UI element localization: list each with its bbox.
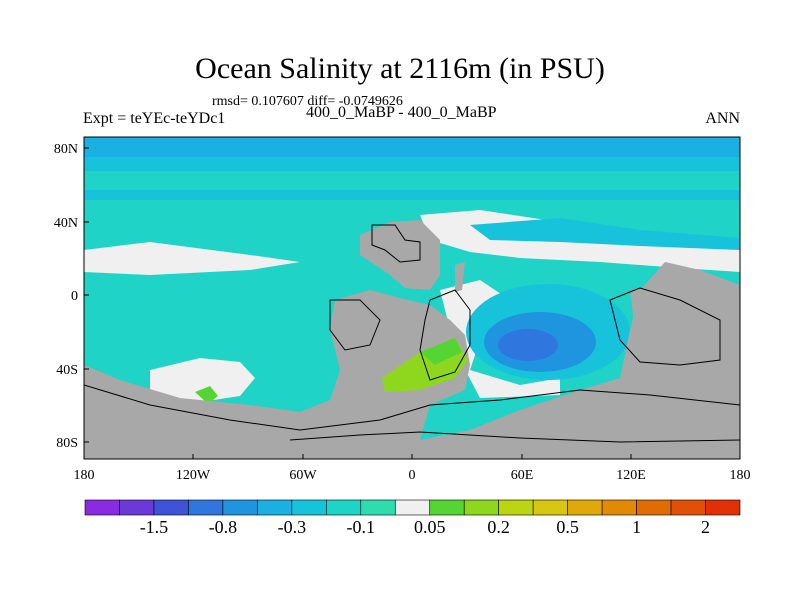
colorbar-swatch bbox=[705, 499, 741, 516]
colorbar-swatch bbox=[636, 499, 672, 516]
colorbar-swatch bbox=[153, 499, 189, 516]
plot-title: Ocean Salinity at 2116m (in PSU) bbox=[195, 52, 605, 85]
arctic-band bbox=[84, 137, 740, 157]
map-field bbox=[84, 137, 740, 459]
colorbar-swatch bbox=[463, 499, 499, 516]
colorbar-swatch bbox=[119, 499, 155, 516]
lon-label: 0 bbox=[409, 468, 416, 483]
mid-lat-band bbox=[84, 190, 740, 200]
lat-label: 80S bbox=[56, 436, 78, 451]
season-label: ANN bbox=[705, 110, 740, 127]
lon-label: 180 bbox=[74, 468, 95, 483]
high-lat-band bbox=[84, 157, 740, 171]
colorbar-swatch bbox=[188, 499, 224, 516]
lat-label: 40S bbox=[56, 363, 78, 378]
colorbar-swatch bbox=[567, 499, 603, 516]
lon-label: 60E bbox=[511, 468, 534, 483]
colorbar-swatch bbox=[84, 499, 120, 516]
colorbar-swatch bbox=[222, 499, 258, 516]
lon-label: 120E bbox=[616, 468, 646, 483]
green-patch-south bbox=[195, 386, 218, 404]
colorbar-swatch bbox=[601, 499, 637, 516]
colorbar-label: 0.5 bbox=[556, 517, 579, 537]
colorbar-label: -1.5 bbox=[139, 517, 169, 537]
colorbar-label: 0.2 bbox=[487, 517, 510, 537]
colorbar-swatch bbox=[498, 499, 534, 516]
colorbar bbox=[84, 499, 741, 516]
lat-label: 40N bbox=[54, 216, 78, 231]
longitude-axis: 180 120W 60W 0 60E 120E 180 bbox=[74, 454, 751, 483]
blue-strip-north bbox=[470, 218, 740, 250]
period-label: 400_0_MaBP - 400_0_MaBP bbox=[306, 104, 497, 121]
colorbar-swatch bbox=[429, 499, 465, 516]
colorbar-swatch bbox=[257, 499, 293, 516]
colorbar-swatch bbox=[291, 499, 327, 516]
positive-core bbox=[420, 338, 462, 365]
colorbar-swatch bbox=[394, 499, 431, 516]
colorbar-label: -0.1 bbox=[346, 517, 376, 537]
white-patch-west bbox=[84, 242, 300, 275]
lon-label: 180 bbox=[730, 468, 751, 483]
colorbar-swatch bbox=[326, 499, 362, 516]
indian-negative-3 bbox=[498, 329, 558, 361]
lon-label: 120W bbox=[176, 468, 211, 483]
lat-label: 80N bbox=[54, 142, 78, 157]
white-patch-south bbox=[150, 358, 255, 402]
colorbar-label: -0.8 bbox=[208, 517, 238, 537]
coastlines bbox=[84, 224, 740, 443]
colorbar-label: -0.3 bbox=[277, 517, 307, 537]
latitude-axis: 80N 40N 0 40S 80S bbox=[54, 142, 89, 451]
colorbar-label: 0.05 bbox=[413, 517, 446, 537]
colorbar-label: 2 bbox=[701, 517, 711, 537]
lon-label: 60W bbox=[289, 468, 317, 483]
colorbar-swatch bbox=[670, 499, 706, 516]
colorbar-label: 1 bbox=[632, 517, 642, 537]
colorbar-swatch bbox=[532, 499, 568, 516]
lat-label: 0 bbox=[71, 289, 78, 304]
rmsd-diff-stats: rmsd= 0.107607 diff= -0.0749626 bbox=[212, 94, 403, 109]
experiment-label: Expt = teYEc-teYDc1 bbox=[83, 110, 226, 127]
colorbar-swatch bbox=[360, 499, 396, 516]
